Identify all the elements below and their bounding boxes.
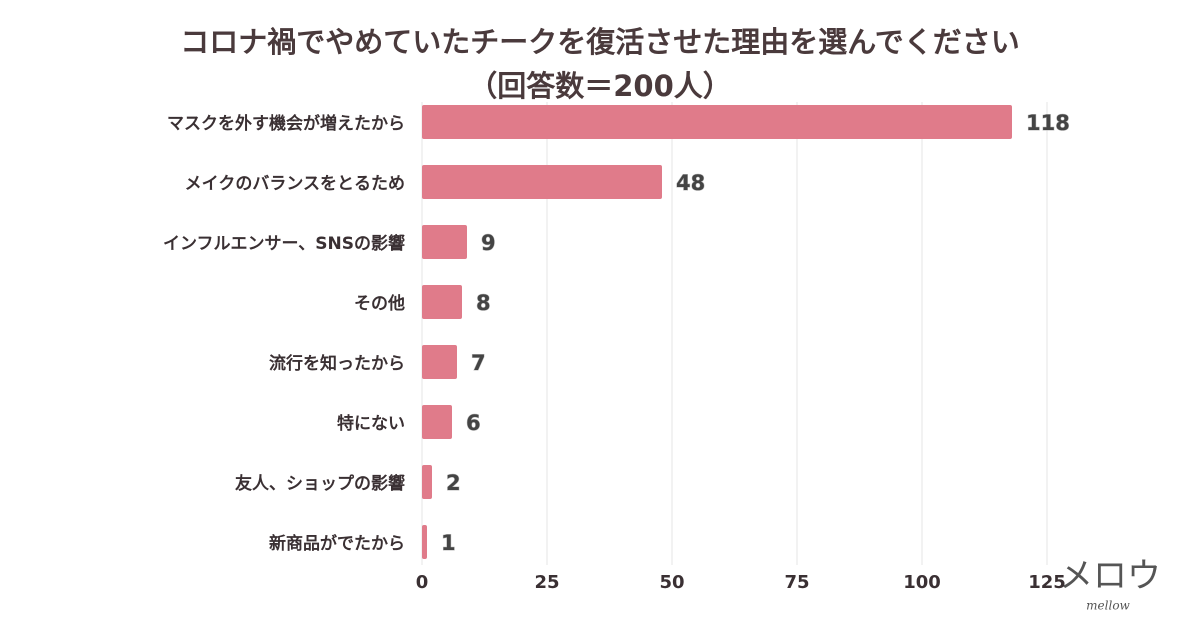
- bar: [422, 465, 432, 499]
- watermark-subtext: mellow: [1086, 599, 1130, 613]
- chart-subtitle: （回答数＝200人）: [468, 69, 732, 103]
- y-tick-label: その他: [354, 293, 405, 314]
- y-tick-label: インフルエンサー、SNSの影響: [163, 233, 405, 254]
- value-label: 7: [471, 351, 486, 375]
- value-label: 8: [476, 291, 491, 315]
- y-tick-label: 友人、ショップの影響: [235, 473, 405, 494]
- bar: [422, 105, 1012, 139]
- value-label: 6: [466, 411, 481, 435]
- y-tick-label: 流行を知ったから: [269, 353, 405, 374]
- chart-title: コロナ禍でやめていたチークを復活させた理由を選んでください: [180, 25, 1020, 59]
- y-tick-label: 特にない: [337, 413, 405, 434]
- bar: [422, 165, 662, 199]
- x-tick-label: 100: [903, 572, 941, 593]
- value-label: 118: [1026, 111, 1070, 135]
- y-tick-label: メイクのバランスをとるため: [185, 174, 405, 194]
- x-tick-label: 125: [1028, 572, 1066, 593]
- bar: [422, 405, 452, 439]
- value-label: 1: [441, 531, 456, 555]
- bar: [422, 525, 427, 559]
- bar: [422, 285, 462, 319]
- bar: [422, 345, 457, 379]
- x-tick-label: 25: [534, 572, 559, 593]
- watermark: メロウ: [1059, 556, 1161, 596]
- value-label: 48: [676, 171, 705, 195]
- y-tick-label: マスクを外す機会が増えたから: [167, 113, 405, 134]
- y-tick-label: 新商品がでたから: [269, 533, 405, 554]
- x-tick-label: 50: [659, 572, 684, 593]
- value-label: 2: [446, 471, 461, 495]
- value-label: 9: [481, 231, 496, 255]
- bar: [422, 225, 467, 259]
- x-tick-label: 0: [416, 572, 429, 593]
- x-tick-label: 75: [784, 572, 809, 593]
